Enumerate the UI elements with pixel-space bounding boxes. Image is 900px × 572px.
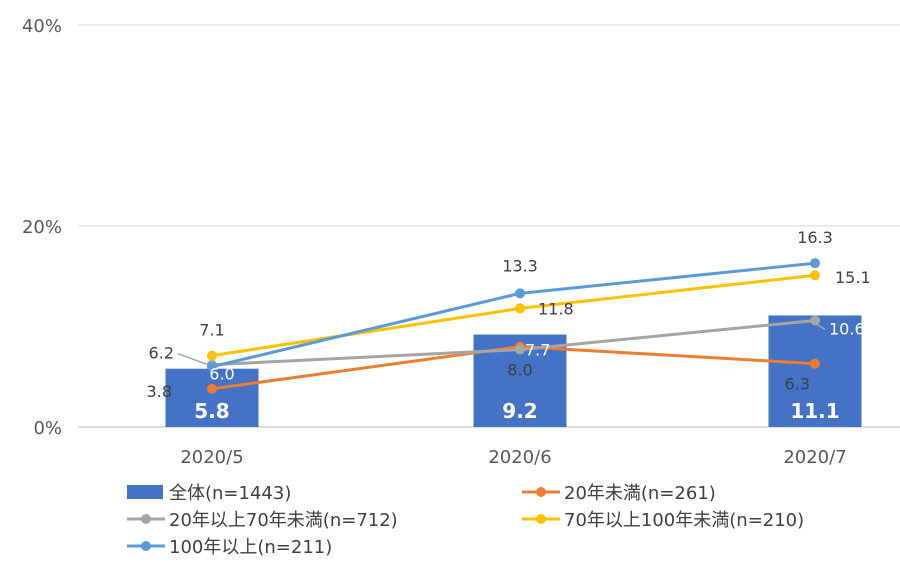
bar-value-label: 9.2 [502, 399, 537, 423]
series-point [207, 383, 217, 394]
point-value-label: 11.8 [538, 299, 574, 318]
legend-label: 全体(n=1443) [169, 483, 291, 504]
y-tick-label: 20% [22, 217, 62, 238]
legend-label: 100年以上(n=211) [169, 537, 332, 558]
series-point [810, 270, 820, 281]
data-labels: 5.8 9.2 11.1 3.8 8.0 6.3 6.2 7.7 10.6 7.1 11.8 15.1… [147, 228, 871, 423]
legend-swatch-bar [127, 485, 163, 499]
legend-label: 20年以上70年未満(n=712) [169, 510, 398, 531]
legend-swatch-marker [536, 487, 546, 497]
series-point [810, 315, 820, 326]
legend-swatch-marker [141, 514, 151, 524]
y-tick-label: 40% [22, 16, 62, 37]
bar-value-label: 5.8 [194, 399, 229, 423]
series-point [207, 361, 217, 372]
series-point [810, 358, 820, 369]
label-leader-line [177, 352, 209, 366]
series-point [515, 288, 525, 299]
bar-value-label: 11.1 [790, 399, 839, 423]
point-value-label: 13.3 [502, 256, 538, 275]
series-point [810, 258, 820, 269]
point-value-label: 7.7 [525, 341, 550, 360]
x-tick-label: 2020/5 [180, 447, 243, 468]
series-point [515, 344, 525, 355]
series-point [515, 303, 525, 314]
point-value-label: 15.1 [835, 268, 871, 287]
legend: 全体(n=1443) 20年未満(n=261) 20年以上70年未満(n=712) 7… [127, 483, 804, 558]
point-value-label: 8.0 [507, 361, 532, 380]
legend-swatch-marker [536, 514, 546, 524]
point-value-label: 3.8 [147, 382, 172, 401]
x-tick-label: 2020/7 [783, 447, 846, 468]
point-value-label: 6.2 [149, 344, 174, 363]
bar [165, 368, 259, 427]
legend-label: 20年未満(n=261) [564, 483, 716, 504]
legend-label: 70年以上100年未満(n=210) [564, 510, 804, 531]
bar [768, 315, 862, 427]
point-value-label: 6.3 [785, 375, 810, 394]
legend-swatch-marker [141, 541, 151, 551]
series-point [207, 350, 217, 361]
y-tick-label: 0% [33, 418, 62, 439]
point-value-label: 7.1 [199, 321, 224, 340]
x-axis-ticks: 2020/5 2020/6 2020/7 [180, 447, 846, 468]
label-leader-line [810, 319, 826, 331]
y-axis-ticks: 0% 20% 40% [22, 16, 62, 439]
x-tick-label: 2020/6 [488, 447, 551, 468]
point-value-label: 16.3 [797, 228, 833, 247]
point-value-label: 6.0 [209, 365, 234, 384]
point-value-label: 10.6 [829, 319, 865, 338]
lines [207, 258, 820, 394]
